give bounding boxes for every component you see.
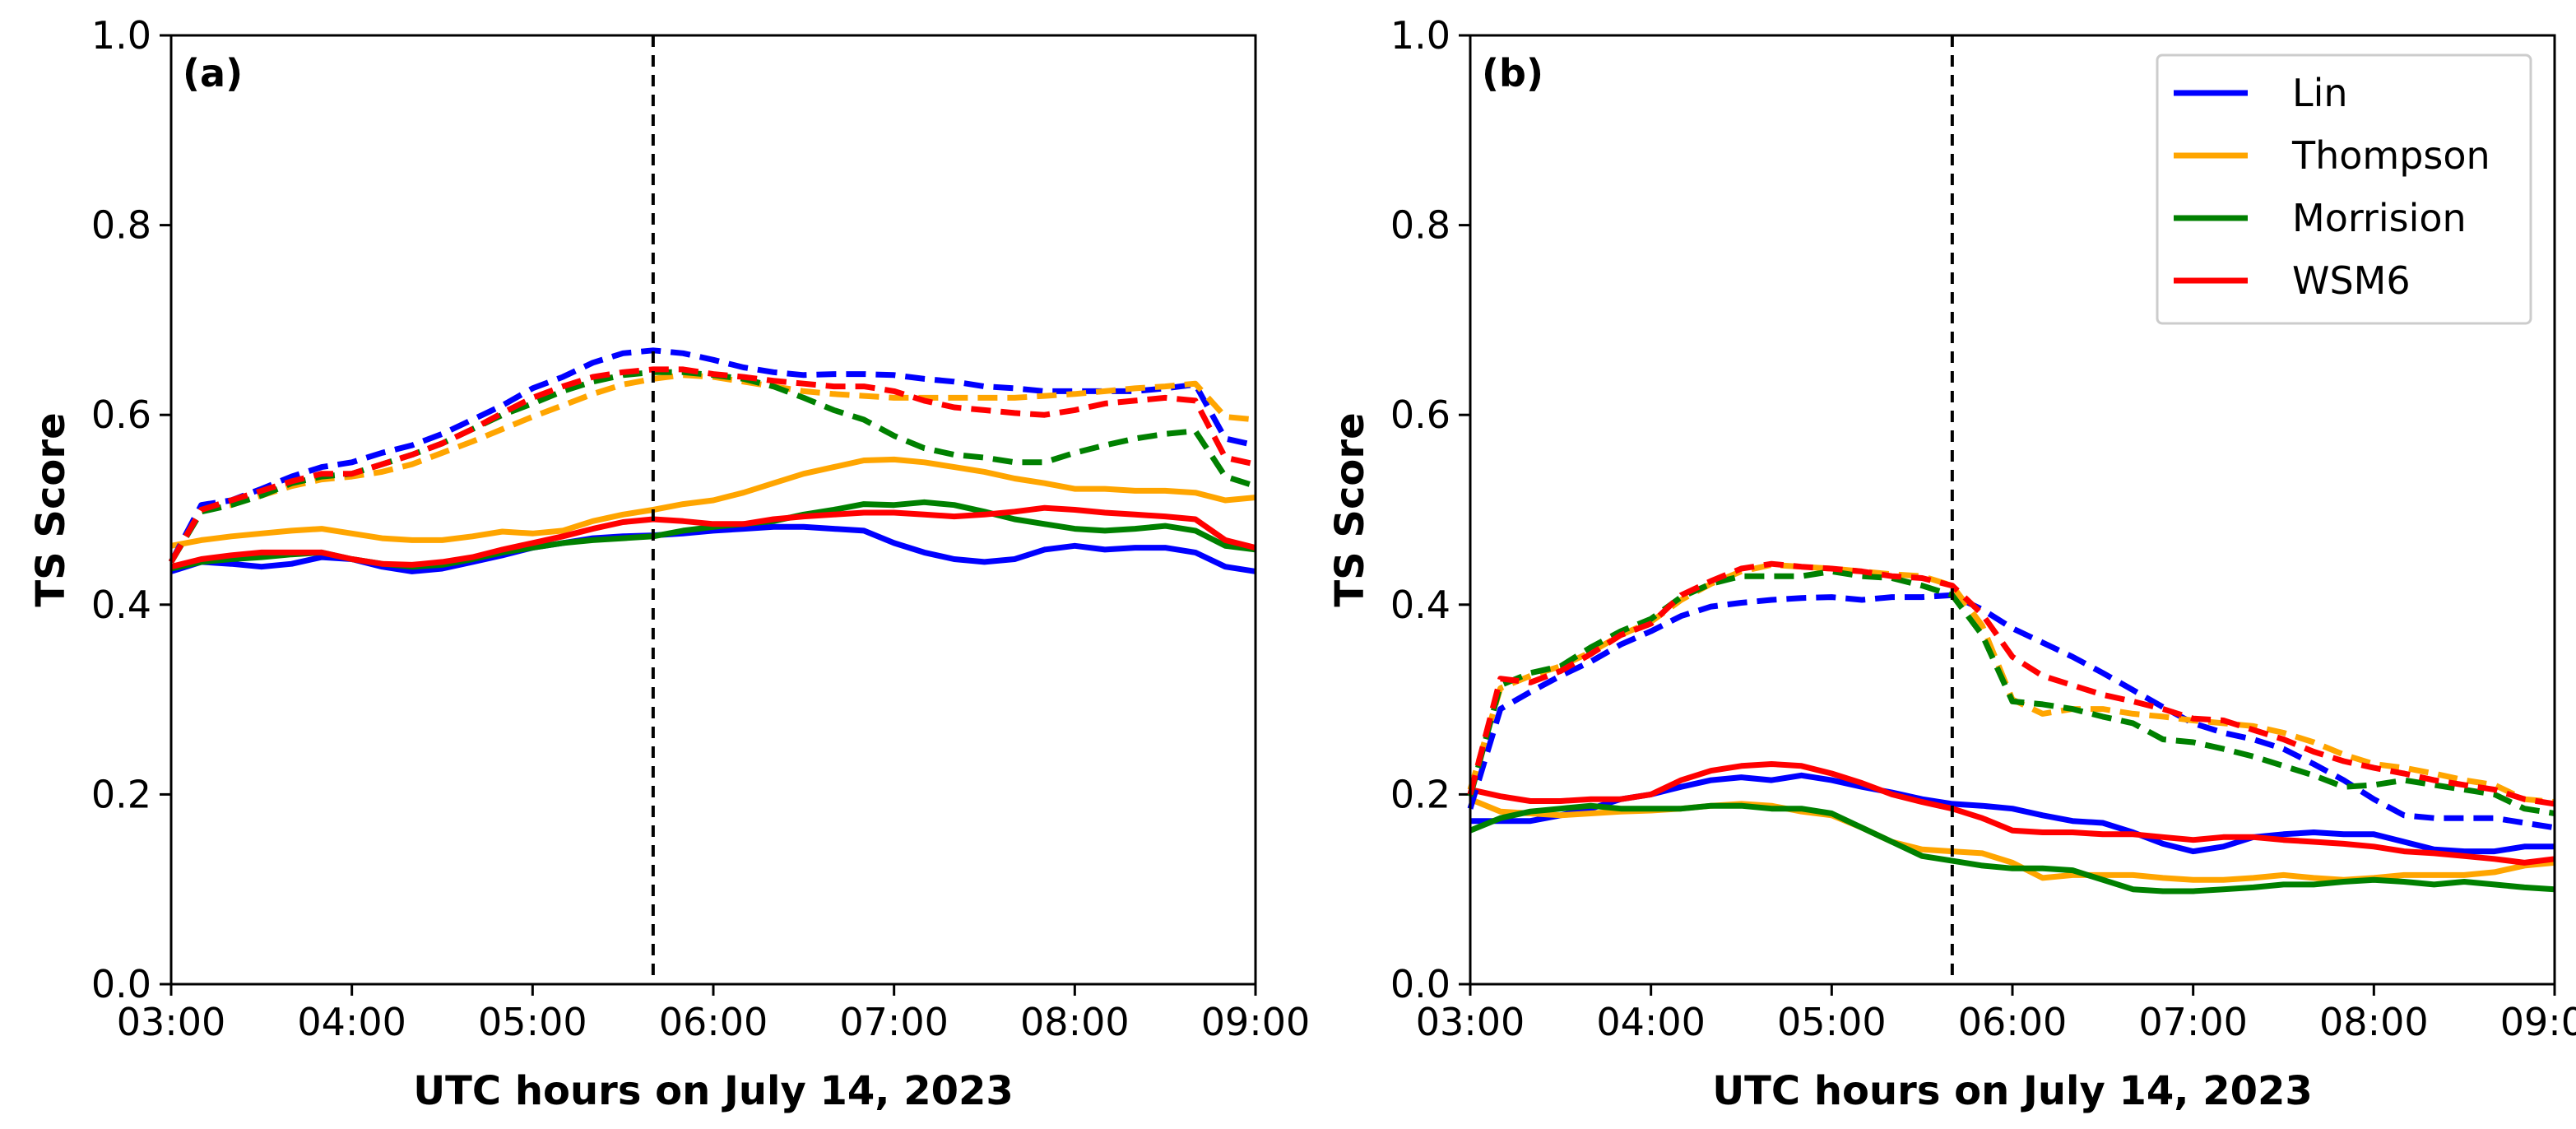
panel-b-series-lin-dashed	[1467, 592, 2555, 831]
panel-b-series-wsm6-dashed	[1467, 560, 2555, 807]
panel-a-y-tick-label: 0.2	[91, 772, 151, 816]
legend-frame	[2156, 53, 2532, 325]
legend-label-lin: Lin	[2292, 71, 2348, 115]
panel-b-x-tick-label: 08:00	[2319, 1000, 2429, 1044]
panel-a-y-tick-label: 0.8	[91, 203, 151, 248]
panel-a-x-tick-label: 07:00	[839, 1000, 949, 1044]
legend: Lin Thompson Morrision WSM6	[2156, 53, 2532, 325]
panel-b-y-tick-label: 0.8	[1390, 203, 1450, 248]
panel-a-y-tick-label: 0.0	[91, 962, 151, 1006]
panel-a-series-lin-dashed	[168, 347, 1256, 564]
panel-b-x-tick-label: 03:00	[1416, 1000, 1525, 1044]
panel-b-x-tick-label: 07:00	[2138, 1000, 2248, 1044]
panel-a-series-wsm6-solid	[170, 504, 1256, 570]
panel-a-frame	[169, 34, 1257, 986]
panel-b-x-tick-label: 09:00	[2500, 1000, 2576, 1044]
panel-b-y-tick-label: 0.4	[1390, 583, 1450, 627]
panel-b-series-morrision-solid	[1469, 802, 2555, 894]
panel-a-y-axis-title: TS Score	[28, 412, 74, 606]
panel-b-x-tick-label: 04:00	[1596, 1000, 1706, 1044]
panel-b-series	[1467, 560, 2555, 894]
panel-a-x-tick-label: 06:00	[659, 1000, 768, 1044]
panel-a-y-tick-label: 0.4	[91, 583, 151, 627]
panel-a-y-tick-label: 0.6	[91, 393, 151, 437]
panel-a: 03:00 04:00 05:00 06:00 07:00 08:00 09:00 0.0 0.…	[28, 13, 1310, 1114]
panel-a-series-thompson-solid	[170, 456, 1256, 549]
panel-b-label: (b)	[1482, 51, 1543, 95]
panel-b-x-axis-title: UTC hours on July 14, 2023	[1712, 1068, 2313, 1114]
panel-b-series-morrision-dashed	[1467, 568, 2555, 816]
panel-b-y-axis-title: TS Score	[1327, 412, 1373, 606]
legend-label-morrision: Morrision	[2292, 196, 2467, 240]
panel-b-series-wsm6-solid	[1469, 761, 2555, 866]
panel-a-ticks: 03:00 04:00 05:00 06:00 07:00 08:00 09:00 0.0 0.…	[91, 13, 1310, 1044]
panel-a-x-tick-label: 03:00	[117, 1000, 226, 1044]
panel-a-x-tick-label: 09:00	[1201, 1000, 1311, 1044]
panel-b-y-tick-label: 1.0	[1390, 13, 1450, 58]
panel-b-ticks: 03:00 04:00 05:00 06:00 07:00 08:00 09:00 0.0 0.…	[1390, 13, 2576, 1044]
legend-label-wsm6: WSM6	[2292, 258, 2411, 303]
panel-a-series-wsm6-dashed	[168, 366, 1256, 564]
panel-b-y-tick-label: 0.6	[1390, 393, 1450, 437]
panel-b-frame	[1469, 34, 2556, 986]
panel-a-series	[168, 347, 1257, 574]
panel-b: 03:00 04:00 05:00 06:00 07:00 08:00 09:00 0.0 0.…	[1327, 13, 2576, 1114]
panel-a-x-tick-label: 08:00	[1020, 1000, 1130, 1044]
panel-a-y-tick-label: 1.0	[91, 13, 151, 58]
panel-b-x-tick-label: 06:00	[1958, 1000, 2068, 1044]
panel-a-x-tick-label: 05:00	[478, 1000, 587, 1044]
panel-a-x-tick-label: 04:00	[297, 1000, 406, 1044]
panel-b-x-tick-label: 05:00	[1777, 1000, 1887, 1044]
panel-b-y-tick-label: 0.0	[1390, 962, 1450, 1006]
panel-a-x-axis-title: UTC hours on July 14, 2023	[413, 1068, 1014, 1114]
legend-label-thompson: Thompson	[2291, 133, 2490, 178]
panel-a-label: (a)	[183, 51, 243, 95]
panel-b-y-tick-label: 0.2	[1390, 772, 1450, 816]
